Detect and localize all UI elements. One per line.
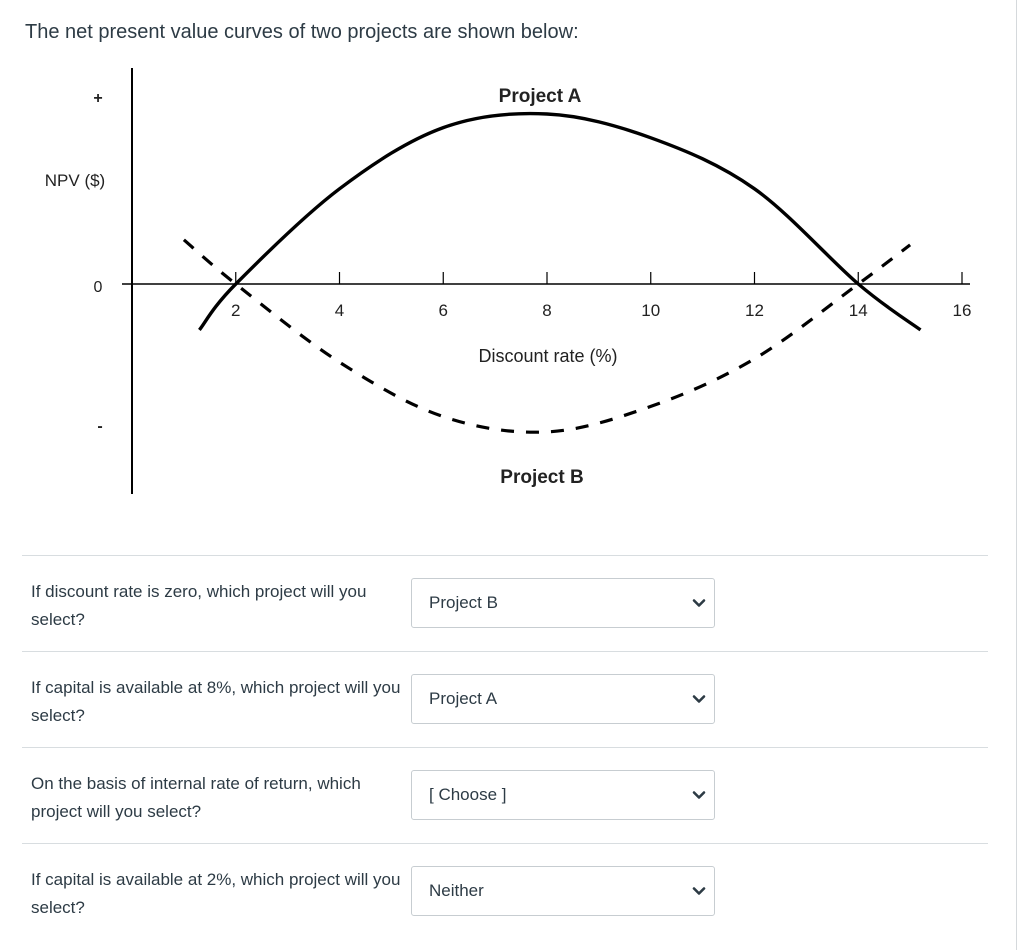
data-point xyxy=(909,244,911,246)
question-row-3: On the basis of internal rate of return,… xyxy=(22,747,988,844)
y-marker-plus: + xyxy=(93,90,102,107)
x-tick-label: 2 xyxy=(231,301,240,320)
chevron-down-icon xyxy=(692,695,706,703)
question-label: If capital is available at 2%, which pro… xyxy=(31,870,401,917)
answer-select[interactable]: Project A xyxy=(411,674,715,724)
question-row-1: If discount rate is zero, which project … xyxy=(22,555,988,652)
data-point xyxy=(857,283,859,285)
series-label-project-b: Project B xyxy=(500,467,583,488)
answer-select[interactable]: Neither xyxy=(411,866,715,916)
chart-labels: + NPV ($) 0 - Discount rate (%) Project … xyxy=(45,86,618,488)
data-point xyxy=(920,329,922,331)
chevron-down-icon xyxy=(692,599,706,607)
data-point xyxy=(754,188,756,190)
x-tick-label: 6 xyxy=(439,301,448,320)
answer-select[interactable]: [ Choose ] xyxy=(411,770,715,820)
question-row-4: If capital is available at 2%, which pro… xyxy=(22,843,988,940)
x-tick-label: 10 xyxy=(641,301,660,320)
data-point xyxy=(754,358,756,360)
x-tick-label: 16 xyxy=(953,301,972,320)
npv-chart: 2 4 6 8 10 12 14 16 + NPV ($) 0 - Discount rate… xyxy=(45,68,971,494)
chart-axes xyxy=(122,68,970,494)
series-line-project-a xyxy=(198,111,922,332)
select-value: Project B xyxy=(429,593,498,612)
data-point xyxy=(442,416,444,418)
data-point xyxy=(183,239,185,241)
chart-series xyxy=(182,111,922,434)
select-value: Project A xyxy=(429,689,498,708)
data-point xyxy=(199,329,201,331)
x-tick-label: 14 xyxy=(849,301,868,320)
page-right-border xyxy=(1016,0,1017,950)
question-row-2: If capital is available at 8%, which pro… xyxy=(22,651,988,748)
data-point xyxy=(339,361,341,363)
chevron-down-icon xyxy=(692,791,706,799)
y-marker-zero: 0 xyxy=(94,279,103,296)
x-tick-label: 8 xyxy=(542,301,551,320)
select-value: Neither xyxy=(429,881,484,900)
chart-x-ticks: 2 4 6 8 10 12 14 16 xyxy=(231,272,971,320)
x-axis-label: Discount rate (%) xyxy=(478,346,617,366)
series-line-project-b xyxy=(182,238,912,434)
question-label: On the basis of internal rate of return,… xyxy=(31,774,361,821)
data-point xyxy=(442,127,444,129)
question-text: The net present value curves of two proj… xyxy=(25,21,579,43)
select-value: [ Choose ] xyxy=(429,785,507,804)
data-point xyxy=(546,113,548,115)
data-point xyxy=(339,188,341,190)
data-point xyxy=(546,431,548,433)
x-tick-label: 4 xyxy=(335,301,344,320)
question-label: If discount rate is zero, which project … xyxy=(31,582,367,629)
y-marker-minus: - xyxy=(97,418,102,435)
series-label-project-a: Project A xyxy=(499,86,582,107)
data-point xyxy=(235,283,237,285)
question-label: If capital is available at 8%, which pro… xyxy=(31,678,401,725)
y-axis-label: NPV ($) xyxy=(45,171,105,190)
data-point xyxy=(650,137,652,139)
data-point xyxy=(650,406,652,408)
answer-select[interactable]: Project B xyxy=(411,578,715,628)
chevron-down-icon xyxy=(692,887,706,895)
x-tick-label: 12 xyxy=(745,301,764,320)
